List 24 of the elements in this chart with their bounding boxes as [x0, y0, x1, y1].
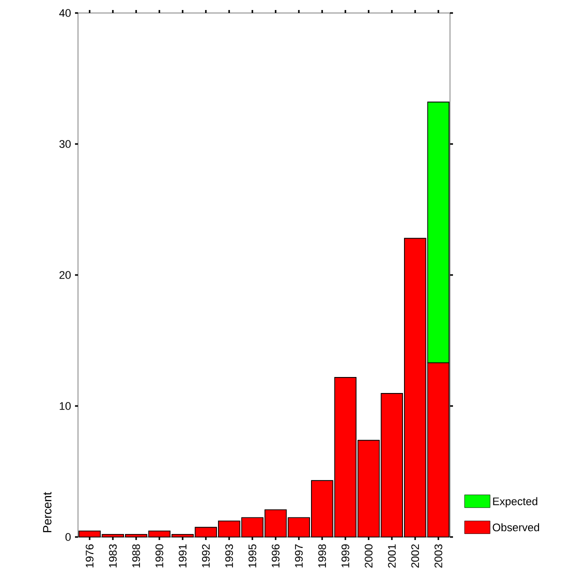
x-tick-label: 1997 — [295, 544, 303, 568]
x-tick-label: 1990 — [156, 544, 164, 568]
x-tick-label: 1991 — [178, 544, 187, 568]
x-tick-label: 2001 — [388, 544, 396, 568]
x-tick-label: 1995 — [248, 544, 256, 568]
x-tick-label: 1976 — [86, 544, 94, 568]
y-tick-label: 10 — [60, 402, 71, 410]
x-tick-label: 2000 — [364, 544, 373, 568]
y-tick-label: 20 — [60, 271, 71, 279]
legend-label: Expected — [493, 497, 538, 508]
x-tick-label: 1988 — [132, 544, 140, 568]
x-tick-label: 1993 — [225, 544, 234, 568]
y-tick-label: 30 — [59, 140, 71, 148]
y-tick-label: 40 — [59, 9, 71, 17]
legend-label: Observed — [492, 523, 540, 532]
x-tick-label: 1983 — [109, 544, 117, 568]
x-tick-label: 2003 — [434, 544, 442, 568]
x-tick-label: 2002 — [411, 544, 420, 568]
x-tick-label: 1996 — [272, 544, 280, 568]
x-tick-label: 1992 — [202, 544, 210, 568]
x-tick-label: 1999 — [342, 544, 350, 568]
y-axis-title: Percent — [43, 492, 52, 532]
x-tick-label: 1998 — [318, 544, 326, 568]
y-tick-label: 0 — [65, 533, 71, 541]
